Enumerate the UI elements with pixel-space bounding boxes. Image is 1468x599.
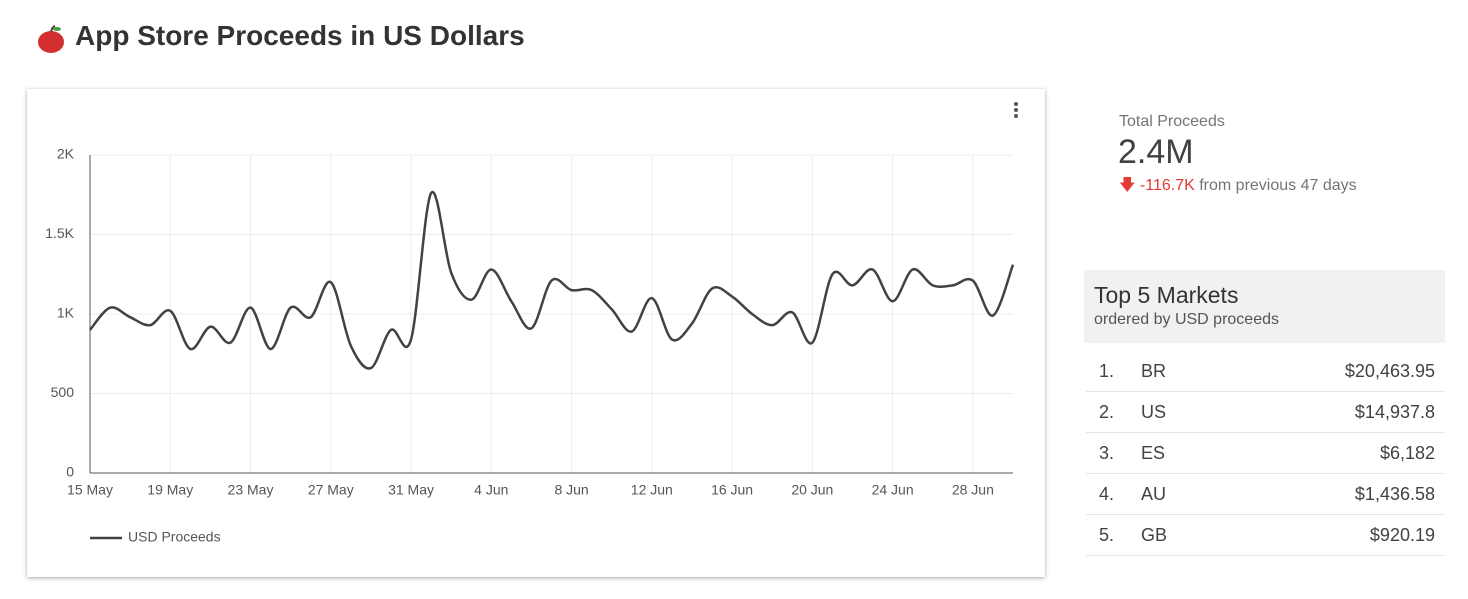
change-comparison: from previous 47 days <box>1199 177 1357 194</box>
y-tick-label: 500 <box>51 384 75 400</box>
rank: 2. <box>1099 402 1115 422</box>
proceeds: $6,182 <box>1379 443 1435 463</box>
chart: 0 500 1K 1.5K 2K 15 May 19 May 23 May 27 May 31 M… <box>45 146 1015 545</box>
x-tick-label: 23 May <box>228 482 274 498</box>
table-header: Top 5 Markets ordered by USD proceeds <box>1084 270 1445 343</box>
table-row: 3. ES $6,182 <box>1086 432 1445 474</box>
proceeds: $20,463.95 <box>1344 361 1435 381</box>
rank: 1. <box>1099 361 1115 381</box>
rank: 5. <box>1099 525 1115 545</box>
market: GB <box>1141 525 1168 545</box>
table-row: 4. AU $1,436.58 <box>1086 473 1445 515</box>
market: AU <box>1141 484 1167 504</box>
proceeds: $14,937.8 <box>1354 402 1435 422</box>
table-title: Top 5 Markets <box>1094 282 1239 308</box>
x-tick-label: 27 May <box>308 482 354 498</box>
x-tick-label: 20 Jun <box>791 482 833 498</box>
market: ES <box>1141 443 1166 463</box>
x-tick-label: 24 Jun <box>872 482 914 498</box>
change-arrow: 🡇 <box>1119 177 1136 194</box>
table-subtitle: ordered by USD proceeds <box>1094 311 1279 328</box>
page-title: App Store Proceeds in US Dollars <box>75 20 525 51</box>
change-value: -116.7K <box>1139 177 1195 194</box>
y-tick-label: 1.5K <box>45 225 74 241</box>
scorecard-label: Total Proceeds <box>1119 113 1225 130</box>
table-row: 2. US $14,937.8 <box>1086 391 1445 433</box>
x-tick-label: 31 May <box>388 482 434 498</box>
table-row: 5. GB $920.19 <box>1086 514 1445 556</box>
more-menu[interactable] <box>1012 101 1020 121</box>
proceeds: $920.19 <box>1369 525 1435 545</box>
rank: 3. <box>1099 443 1115 463</box>
legend-label: USD Proceeds <box>128 529 221 545</box>
x-tick-label: 28 Jun <box>952 482 994 498</box>
y-tick-label: 2K <box>57 146 75 162</box>
scorecard-change: 🡇 -116.7K from previous 47 days <box>1119 174 1357 201</box>
chart-card <box>27 89 1045 577</box>
y-tick-label: 0 <box>66 464 74 480</box>
rank: 4. <box>1099 484 1115 504</box>
x-tick-label: 16 Jun <box>711 482 753 498</box>
market: US <box>1141 402 1167 422</box>
market: BR <box>1141 361 1167 381</box>
table-row: 1. BR $20,463.95 <box>1086 350 1445 392</box>
series-line <box>89 190 1015 370</box>
x-tick-label: 15 May <box>67 482 113 498</box>
x-tick-label: 19 May <box>147 482 193 498</box>
apple-icon <box>38 25 64 53</box>
x-tick-label: 12 Jun <box>631 482 673 498</box>
y-tick-label: 1K <box>57 305 75 321</box>
x-tick-label: 8 Jun <box>554 482 588 498</box>
scorecard-value: 2.4M <box>1118 133 1194 171</box>
proceeds: $1,436.58 <box>1354 484 1435 504</box>
x-tick-label: 4 Jun <box>474 482 508 498</box>
